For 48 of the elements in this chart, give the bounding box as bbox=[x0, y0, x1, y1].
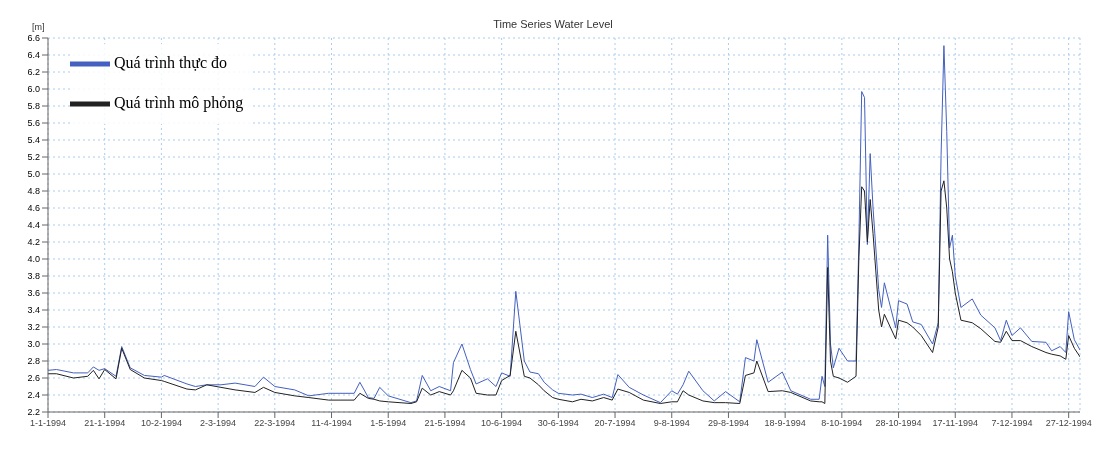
y-tick-label: 5.6 bbox=[27, 118, 40, 129]
y-tick-label: 2.8 bbox=[27, 356, 40, 367]
x-tick-label: 27-12-1994 bbox=[1045, 418, 1092, 429]
y-tick-label: 5.2 bbox=[27, 152, 40, 163]
y-tick-label: 3.6 bbox=[27, 288, 40, 299]
x-tick-label: 10-6-1994 bbox=[481, 418, 523, 429]
y-tick-label: 6.4 bbox=[27, 50, 40, 61]
chart-title: Time Series Water Level bbox=[493, 18, 613, 30]
y-tick-label: 5.4 bbox=[27, 135, 40, 146]
line-series bbox=[48, 180, 1080, 404]
y-axis-title: [m] bbox=[32, 22, 45, 32]
x-tick-label: 30-6-1994 bbox=[537, 418, 579, 429]
line-series bbox=[48, 45, 1080, 404]
x-tick-label: 21-1-1994 bbox=[84, 418, 126, 429]
y-tick-label: 4.4 bbox=[27, 220, 40, 231]
x-tick-label: 29-8-1994 bbox=[707, 418, 749, 429]
y-tick-label: 2.4 bbox=[27, 390, 40, 401]
x-tick-label: 21-5-1994 bbox=[424, 418, 466, 429]
y-tick-label: 2.6 bbox=[27, 373, 40, 384]
x-tick-label: 22-3-1994 bbox=[254, 418, 296, 429]
x-tick-label: 20-7-1994 bbox=[594, 418, 636, 429]
x-tick-label: 8-10-1994 bbox=[821, 418, 863, 429]
x-tick-label: 1-5-1994 bbox=[370, 418, 407, 429]
x-tick-label: 2-3-1994 bbox=[200, 418, 237, 429]
x-tick-label: 17-11-1994 bbox=[932, 418, 978, 429]
y-tick-label: 3.0 bbox=[27, 339, 40, 350]
y-tick-label: 2.2 bbox=[27, 407, 40, 418]
x-tick-label: 9-8-1994 bbox=[653, 418, 690, 429]
x-tick-label: 10-2-1994 bbox=[140, 418, 182, 429]
y-tick-label: 3.4 bbox=[27, 305, 40, 316]
y-tick-label: 4.6 bbox=[27, 203, 40, 214]
x-tick-label: 28-10-1994 bbox=[875, 418, 922, 429]
y-tick-label: 3.8 bbox=[27, 271, 40, 282]
y-tick-label: 6.2 bbox=[27, 67, 40, 78]
y-tick-label: 5.0 bbox=[27, 169, 40, 180]
y-tick-label: 4.2 bbox=[27, 237, 40, 248]
y-tick-label: 3.2 bbox=[27, 322, 40, 333]
y-tick-label: 4.8 bbox=[27, 186, 40, 197]
y-tick-label: 6.0 bbox=[27, 84, 40, 95]
legend-label: Quá trình thực đo bbox=[114, 53, 228, 71]
y-tick-label: 5.8 bbox=[27, 101, 40, 112]
y-tick-label: 4.0 bbox=[27, 254, 40, 265]
x-tick-label: 18-9-1994 bbox=[764, 418, 806, 429]
legend-label: Quá trình mô phỏng bbox=[114, 93, 244, 111]
x-tick-label: 11-4-1994 bbox=[311, 418, 352, 429]
y-tick-label: 6.6 bbox=[27, 33, 40, 44]
x-tick-label: 7-12-1994 bbox=[991, 418, 1033, 429]
x-tick-label: 1-1-1994 bbox=[29, 418, 67, 429]
